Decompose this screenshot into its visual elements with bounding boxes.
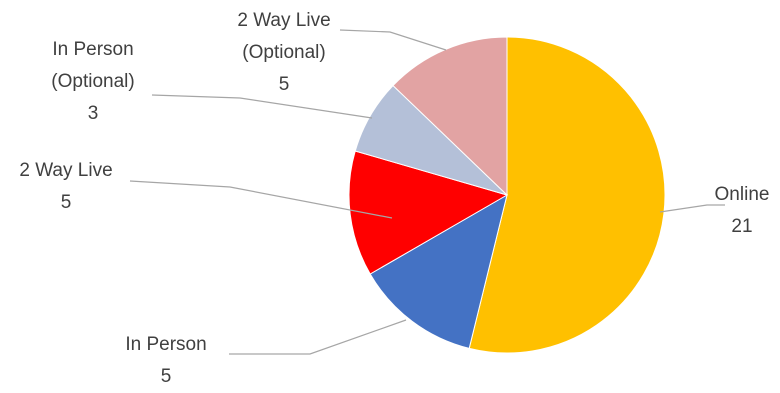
pie-slice-online <box>468 36 666 354</box>
pie-slice-in-person <box>369 193 508 350</box>
data-label-2-way-live-optional: 2 Way Live (Optional) 5 <box>237 10 330 95</box>
leader-line-online <box>659 204 725 213</box>
data-labels: Online 21 In Person 5 2 Way Live 5 In Person (O… <box>19 10 769 387</box>
pie-slice-2-way-live <box>348 150 509 275</box>
leader-line-in-person-optional <box>151 94 373 119</box>
leader-line-2-way-live-optional <box>339 29 447 51</box>
data-label-online: Online 21 <box>715 184 770 237</box>
data-label-in-person: In Person 5 <box>125 334 206 387</box>
pie-slices <box>348 36 666 354</box>
data-label-in-person-optional: In Person (Optional) 3 <box>51 39 134 124</box>
leader-lines <box>129 29 725 355</box>
leader-line-2-way-live <box>129 180 393 219</box>
data-label-2-way-live: 2 Way Live 5 <box>19 160 112 213</box>
leader-line-in-person <box>229 319 407 355</box>
